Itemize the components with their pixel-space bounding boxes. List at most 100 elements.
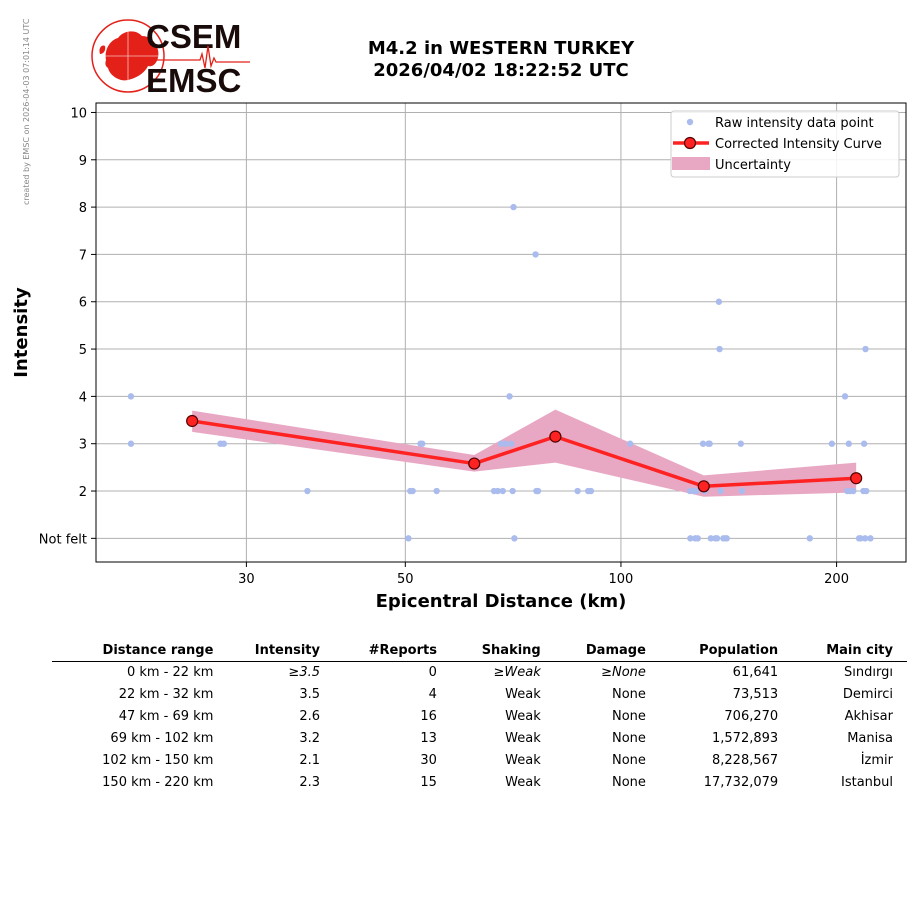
col-intensity-cell: 2.1 <box>299 753 320 768</box>
y-tick-label: 9 <box>79 154 87 169</box>
raw-data-point <box>867 535 874 542</box>
raw-data-point <box>706 440 713 447</box>
raw-data-point <box>506 393 513 400</box>
col-population-cell: 61,641 <box>732 665 779 680</box>
col-intensity-cell: 3.2 <box>299 731 320 746</box>
col-reports-cell: 30 <box>420 753 437 768</box>
logo-line1: CSEM <box>146 18 241 55</box>
y-tick-label: 8 <box>79 201 87 216</box>
raw-data-point <box>841 393 849 400</box>
raw-data-point <box>857 535 864 542</box>
y-tick-label: 2 <box>79 485 87 500</box>
y-tick-label: 5 <box>79 343 87 358</box>
y-tick-label: 6 <box>79 296 87 311</box>
raw-data-point <box>433 487 440 495</box>
legend-label-uncertainty: Uncertainty <box>715 158 791 173</box>
raw-data-point <box>497 440 505 447</box>
seismogram-icon <box>146 45 250 69</box>
raw-data-point <box>687 535 694 542</box>
col-shaking-cell: ≥Weak <box>493 665 541 680</box>
col-reports-cell: 15 <box>420 775 437 790</box>
raw-data-point <box>850 487 857 495</box>
raw-data-point <box>220 440 228 447</box>
legend-label-curve: Corrected Intensity Curve <box>715 137 882 152</box>
y-tick-label: 7 <box>79 248 87 263</box>
col-intensity-header: Intensity <box>221 640 334 662</box>
col-distance-range-cell: 22 km - 32 km <box>118 687 214 702</box>
y-tick-label: 10 <box>70 106 87 121</box>
y-tick-label: 3 <box>79 438 87 453</box>
raw-data-point <box>409 487 416 495</box>
raw-data-point <box>717 487 724 495</box>
raw-data-point <box>693 487 700 495</box>
raw-data-point <box>863 487 870 495</box>
col-shaking-cell: Weak <box>505 753 541 768</box>
intensity-distance-chart: 30 50 100 200 Not felt 2 3 4 5 6 7 8 9 10 Epicentral D… <box>11 102 907 612</box>
col-damage-cell: None <box>611 709 646 724</box>
emsc-logo: CSEM EMSC <box>91 18 250 98</box>
col-damage-cell: None <box>611 687 646 702</box>
raw-data-point <box>127 393 135 400</box>
raw-data-point <box>699 440 707 447</box>
legend-curve-marker <box>683 136 697 150</box>
col-shaking-cell: Weak <box>505 731 541 746</box>
raw-data-point <box>509 487 516 495</box>
col-damage-cell: None <box>611 775 646 790</box>
x-tick-label: 100 <box>609 572 634 587</box>
col-intensity-cell: 2.6 <box>299 709 320 724</box>
raw-data-point <box>419 440 426 447</box>
table-header-row: Distance range Intensity #Reports Shaking Da… <box>52 640 907 662</box>
col-intensity-cell: 3.5 <box>299 687 320 702</box>
curve-marker <box>186 414 199 428</box>
raw-data-point <box>511 535 518 542</box>
plot-frame <box>95 102 907 563</box>
raw-data-point <box>860 440 868 447</box>
col-reports-cell: 16 <box>420 709 437 724</box>
legend-raw-marker <box>686 118 694 126</box>
col-distance-range-cell: 0 km - 22 km <box>126 665 214 680</box>
raw-data-point <box>738 487 746 495</box>
col-distance-range-cell: 102 km - 150 km <box>102 753 214 768</box>
raw-data-point <box>828 440 836 447</box>
globe-meridian-icon <box>96 22 162 90</box>
col-reports-cell: 4 <box>428 687 437 702</box>
raw-data-point <box>626 440 634 447</box>
col-damage-cell: ≥None <box>601 665 646 680</box>
x-tick-label: 50 <box>397 572 414 587</box>
raw-data-point <box>845 440 852 447</box>
col-population-cell: 17,732,079 <box>703 775 779 790</box>
y-tick-label: Not felt <box>39 532 87 547</box>
col-damage-cell: None <box>611 731 646 746</box>
col-population-header: Population <box>659 640 793 662</box>
raw-data-point <box>713 535 721 542</box>
raw-data-point <box>494 487 501 495</box>
col-intensity-cell: ≥3.5 <box>288 665 320 680</box>
legend-label-raw: Raw intensity data point <box>715 116 874 131</box>
raw-data-point <box>737 440 744 447</box>
x-tick-label: 200 <box>824 572 849 587</box>
col-population-cell: 706,270 <box>724 709 779 724</box>
curve-marker <box>549 430 562 443</box>
col-distance-range-cell: 150 km - 220 km <box>102 775 214 790</box>
raw-data-point <box>574 487 581 495</box>
col-damage-cell: None <box>611 753 646 768</box>
raw-data-point <box>502 440 509 447</box>
table-row: 0 km - 22 km ≥3.5 0 ≥Weak ≥None 61,641 Sındırg… <box>52 662 907 685</box>
raw-data-point <box>127 440 135 447</box>
title-event: M4.2 in WESTERN TURKEY <box>367 38 635 59</box>
raw-data-point <box>694 535 701 542</box>
col-reports-header: #Reports <box>334 640 451 662</box>
col-intensity-cell: 2.3 <box>299 775 320 790</box>
curve-marker <box>468 457 481 470</box>
raw-data-point <box>861 535 869 542</box>
raw-data-point <box>534 487 542 495</box>
distance-summary-table: Distance range Intensity #Reports Shaking Da… <box>52 640 907 794</box>
col-main-city-cell: Demirci <box>842 687 893 702</box>
raw-data-point <box>707 535 715 542</box>
col-distance-range-cell: 69 km - 102 km <box>110 731 214 746</box>
col-main-city-header: Main city <box>792 640 907 662</box>
col-reports-cell: 13 <box>420 731 437 746</box>
y-axis-label: Intensity <box>11 287 32 378</box>
col-damage-header: Damage <box>554 640 660 662</box>
